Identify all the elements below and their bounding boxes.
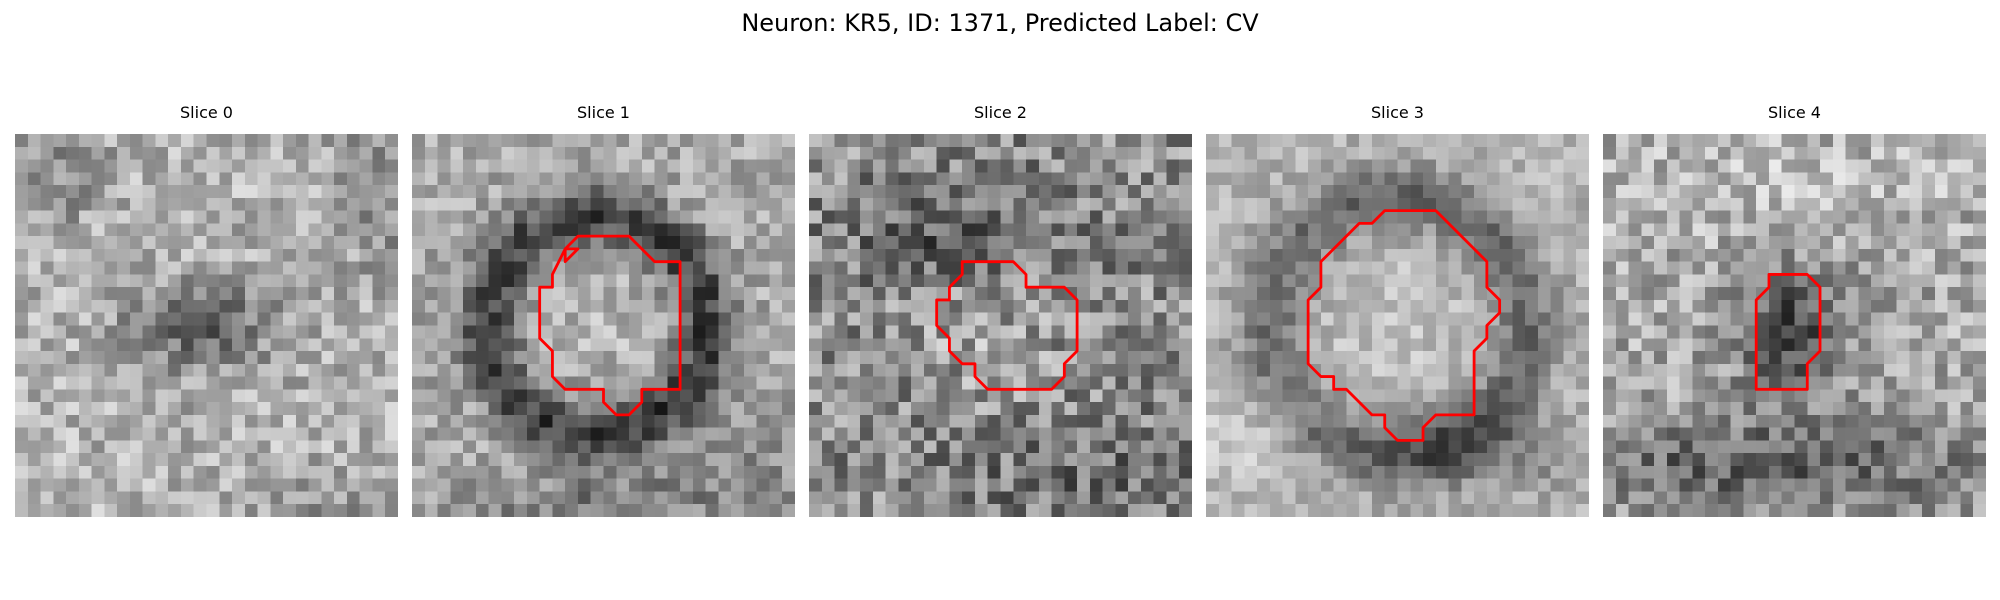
slice-panel-4: Slice 4 [1603, 102, 1986, 517]
figure-title: Neuron: KR5, ID: 1371, Predicted Label: … [741, 9, 1259, 37]
slice-image-1 [412, 134, 795, 517]
roi-contour-4 [1754, 273, 1822, 391]
slice-title-2: Slice 2 [974, 103, 1027, 122]
slice-title-4: Slice 4 [1768, 103, 1821, 122]
slice-title-0: Slice 0 [180, 103, 233, 122]
slice-panel-2: Slice 2 [809, 102, 1192, 517]
slice-title-1: Slice 1 [577, 103, 630, 122]
slice-panel-0: Slice 0 [15, 102, 398, 517]
slice-panel-1: Slice 1 [412, 102, 795, 517]
roi-contour-3 [1306, 209, 1502, 442]
slice-image-3 [1206, 134, 1589, 517]
slice-image-4 [1603, 134, 1986, 517]
roi-contour-1 [538, 234, 682, 417]
slice-title-3: Slice 3 [1371, 103, 1424, 122]
roi-contour-2 [935, 260, 1079, 391]
slice-image-2 [809, 134, 1192, 517]
slice-image-0 [15, 134, 398, 517]
slice-panel-3: Slice 3 [1206, 102, 1589, 517]
